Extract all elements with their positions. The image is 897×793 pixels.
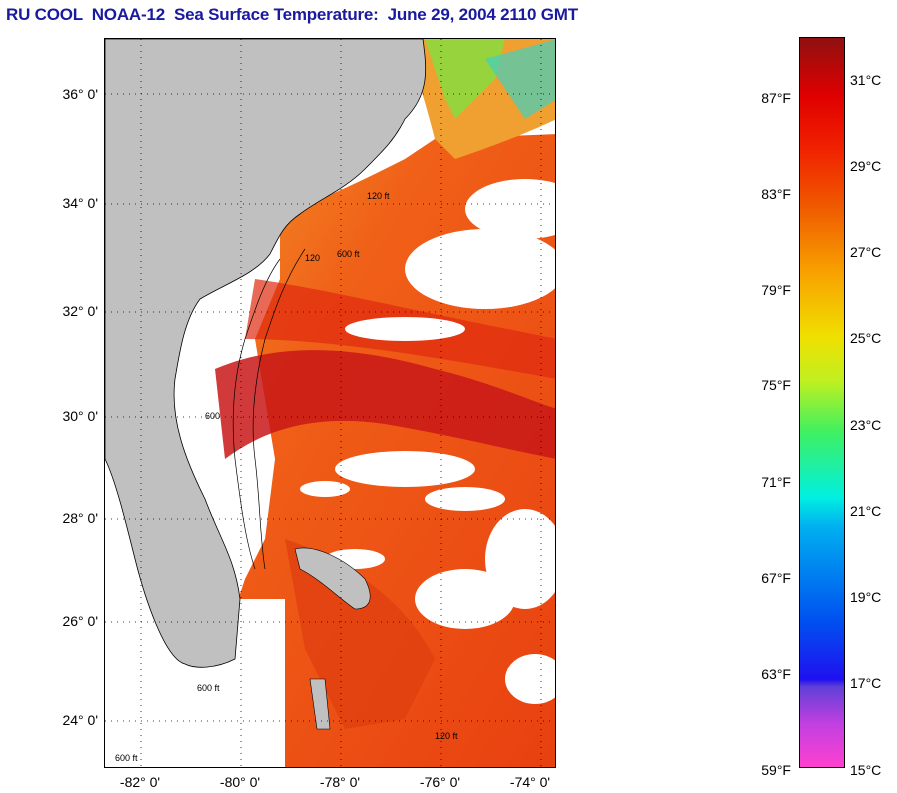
celsius-label: 17°C (850, 675, 882, 691)
lat-label: 26° 0' (62, 613, 98, 629)
fahrenheit-label: 63°F (761, 666, 791, 682)
fahrenheit-label: 71°F (761, 474, 791, 490)
cool-water-patch-2 (485, 39, 555, 119)
bahamas-island (294, 547, 371, 610)
fahrenheit-label: 75°F (761, 377, 791, 393)
lat-label: 34° 0' (62, 195, 98, 211)
depth-contour-600 (252, 248, 306, 570)
temperature-colorbar (799, 37, 845, 768)
gulf-stream-band (215, 350, 555, 459)
lat-label: 28° 0' (62, 510, 98, 526)
contour-label: 600 ft (115, 753, 138, 763)
contour-label: 600 (205, 411, 220, 421)
map-title: RU COOL NOAA-12 Sea Surface Temperature:… (6, 5, 578, 24)
contour-label: 600 ft (337, 249, 360, 259)
celsius-label: 27°C (850, 244, 882, 260)
contour-label: 600 ft (197, 683, 220, 693)
contour-label: 120 ft (435, 731, 458, 741)
contour-label: 120 (305, 253, 320, 263)
fahrenheit-label: 79°F (761, 282, 791, 298)
lat-label: 36° 0' (62, 86, 98, 102)
celsius-label: 19°C (850, 589, 882, 605)
fahrenheit-label: 87°F (761, 90, 791, 106)
lon-label: -80° 0' (219, 774, 261, 790)
land-mass (105, 39, 427, 668)
celsius-label: 23°C (850, 417, 882, 433)
lat-label: 30° 0' (62, 408, 98, 424)
lon-label: -74° 0' (509, 774, 551, 790)
sst-map[interactable]: 120 ft 600 ft 120 600 600 ft 120 ft 600 … (104, 38, 556, 768)
sst-map-canvas: 120 ft 600 ft 120 600 600 ft 120 ft 600 … (105, 39, 555, 767)
celsius-label: 25°C (850, 330, 882, 346)
celsius-label: 21°C (850, 503, 882, 519)
lat-label: 32° 0' (62, 303, 98, 319)
lat-label: 24° 0' (62, 712, 98, 728)
lon-label: -82° 0' (119, 774, 161, 790)
andros-island (309, 678, 331, 730)
fahrenheit-label: 59°F (761, 762, 791, 778)
celsius-label: 15°C (850, 762, 882, 778)
lon-label: -78° 0' (319, 774, 361, 790)
celsius-label: 31°C (850, 72, 882, 88)
depth-contour-120 (232, 258, 281, 570)
fahrenheit-label: 83°F (761, 186, 791, 202)
fahrenheit-label: 67°F (761, 570, 791, 586)
celsius-label: 29°C (850, 158, 882, 174)
cloud-patches (105, 179, 555, 767)
contour-label: 120 ft (367, 191, 390, 201)
lon-label: -76° 0' (419, 774, 461, 790)
